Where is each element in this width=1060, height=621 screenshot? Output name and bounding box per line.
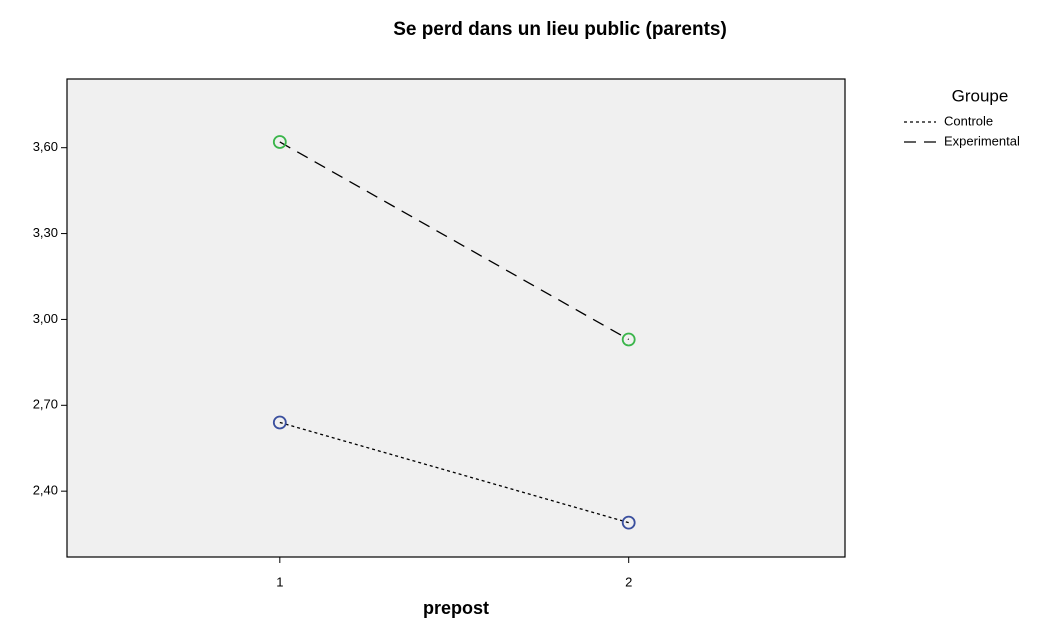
legend-label: Controle <box>944 113 993 128</box>
y-tick-label: 2,70 <box>33 397 58 412</box>
y-tick-label: 3,00 <box>33 311 58 326</box>
data-point <box>621 515 636 530</box>
chart-title: Se perd dans un lieu public (parents) <box>393 19 727 40</box>
legend-title: Groupe <box>952 86 1009 105</box>
y-tick-label: 3,60 <box>33 139 58 154</box>
x-tick-label: 1 <box>276 574 283 589</box>
data-point <box>621 332 636 347</box>
series-line <box>279 421 629 524</box>
data-point <box>272 135 287 149</box>
data-point <box>272 415 287 430</box>
x-axis-label: prepost <box>423 598 489 618</box>
legend-label: Experimental <box>944 133 1020 148</box>
y-tick-label: 2,40 <box>33 483 58 498</box>
plot-area <box>66 78 846 558</box>
y-tick-label: 3,30 <box>33 225 58 240</box>
series-line <box>279 141 630 341</box>
x-tick-label: 2 <box>625 574 632 589</box>
